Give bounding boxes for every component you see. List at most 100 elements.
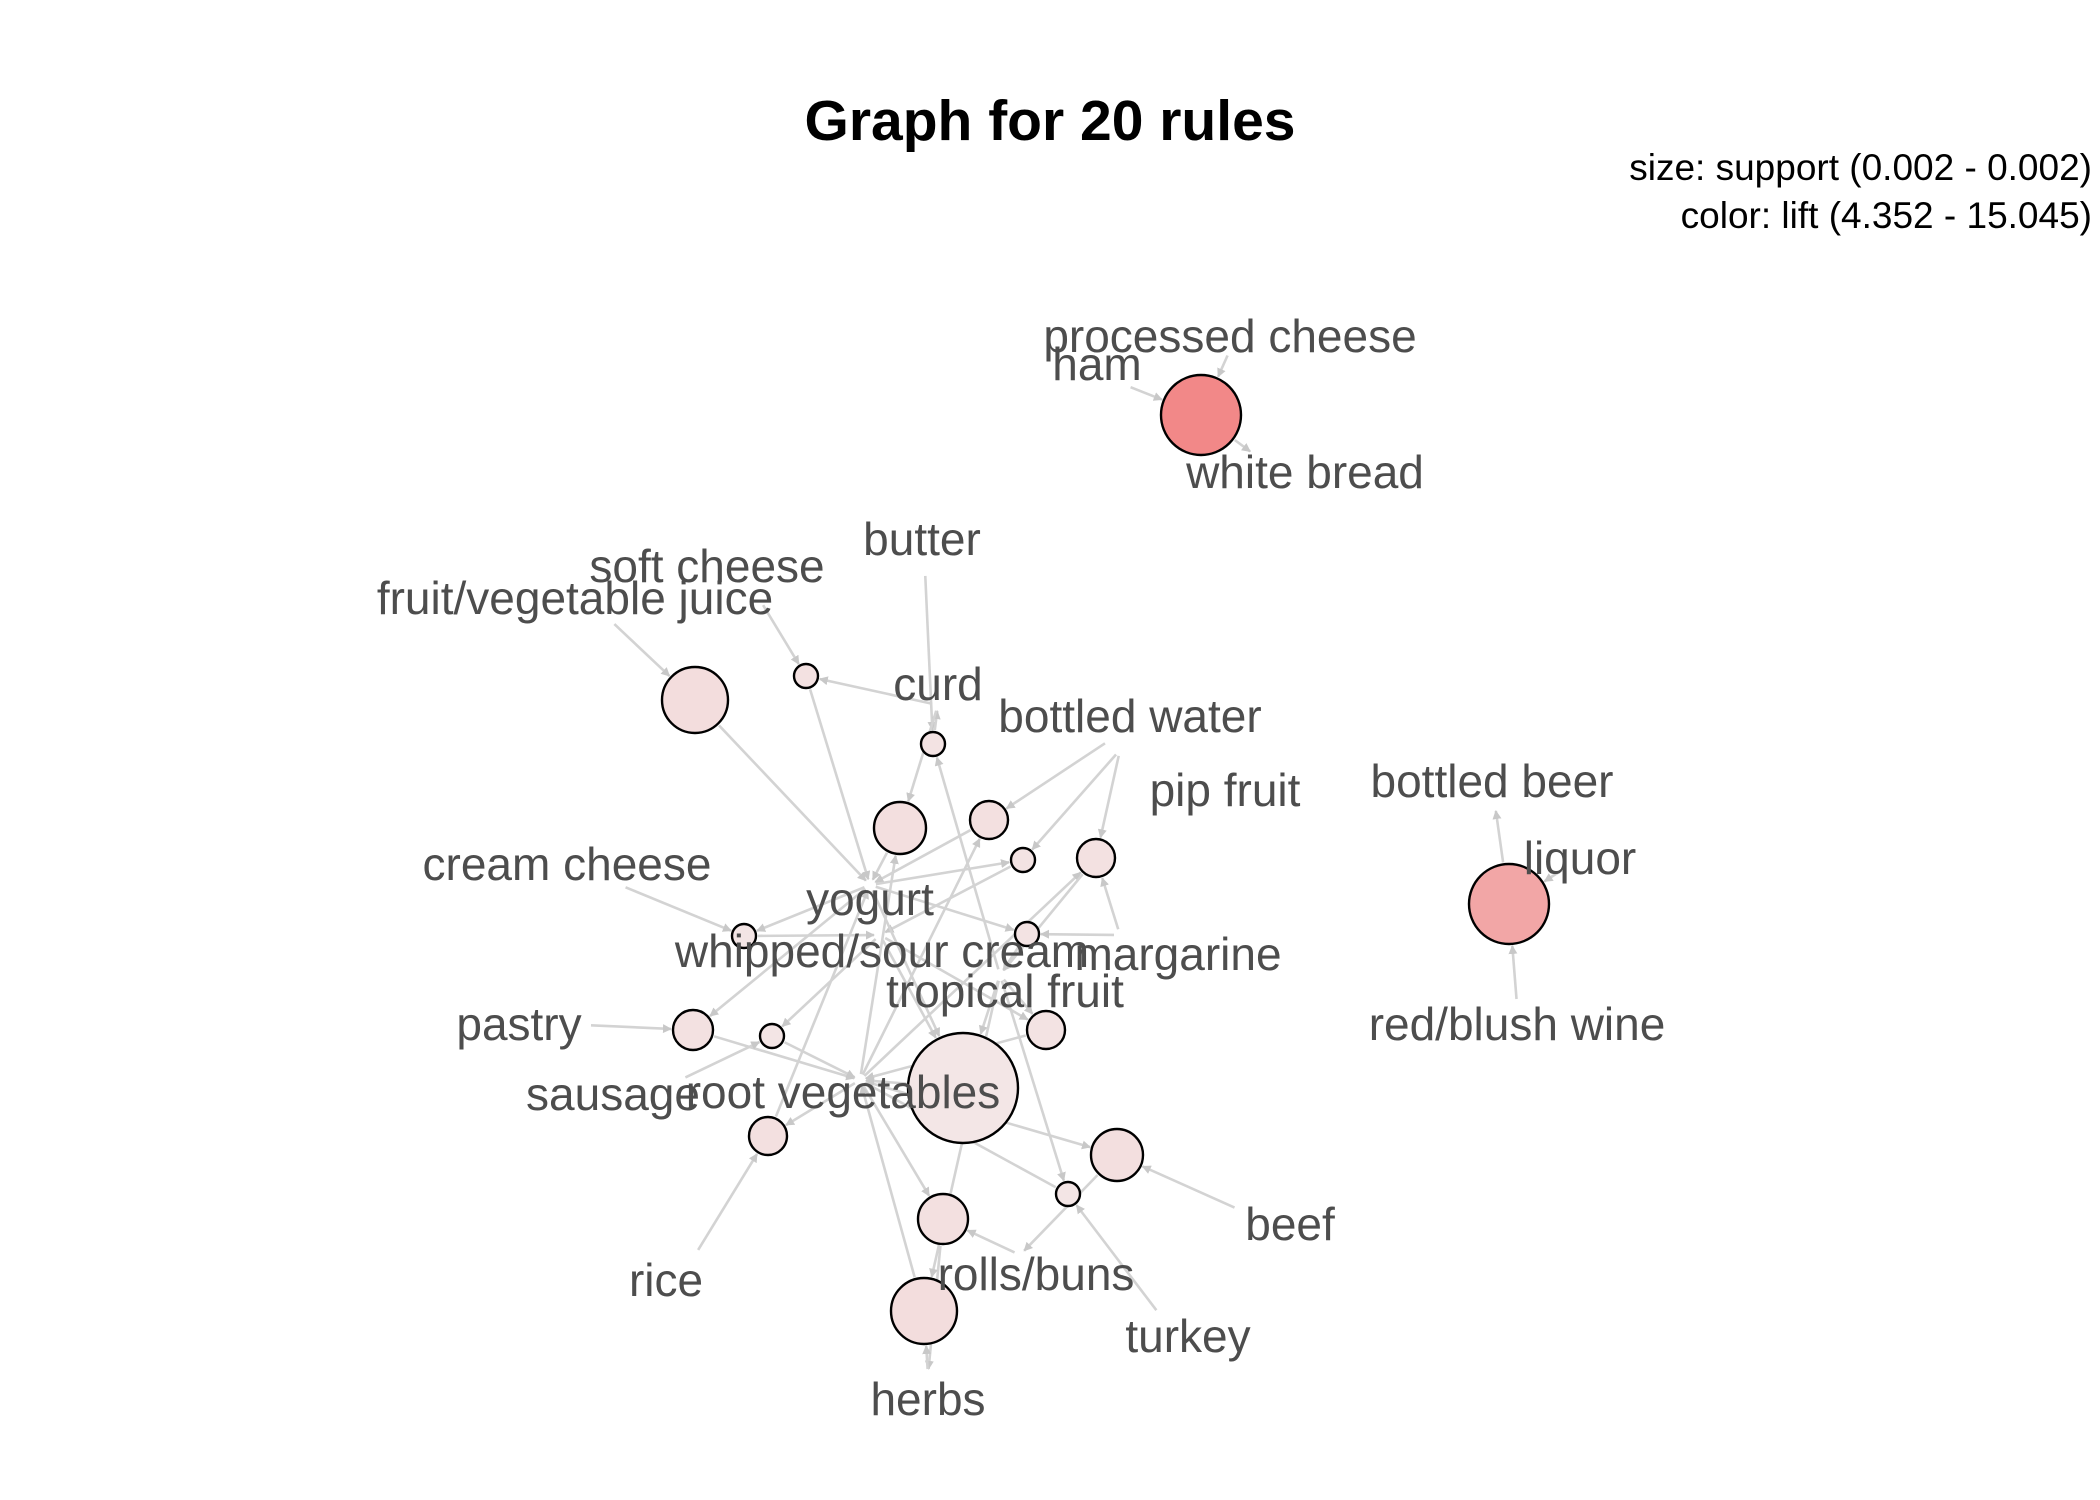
edge-margarine-to-r11 xyxy=(1040,929,1115,939)
rule-node-r9 xyxy=(1075,837,1117,879)
edge-rolls-buns-to-r18 xyxy=(966,1229,1016,1254)
item-label-bottled-water: bottled water xyxy=(998,690,1261,742)
rule-node-r5 xyxy=(919,730,947,758)
edge-yogurt-to-r8 xyxy=(875,859,1011,886)
rule-node-r15 xyxy=(747,1115,789,1157)
edge-bottled-water-to-r7 xyxy=(1005,742,1106,810)
rule-node-r4 xyxy=(792,662,820,690)
item-label-rolls-buns: rolls/buns xyxy=(938,1248,1135,1300)
edge-yogurt-to-r20 xyxy=(871,889,941,1037)
edge-yogurt-to-r12 xyxy=(709,887,867,1018)
legend-color: color: lift (4.352 - 15.045) xyxy=(1681,195,2092,236)
item-label-turkey: turkey xyxy=(1125,1310,1250,1362)
edge-red-blush-wine-to-r2 xyxy=(1508,944,1518,1000)
edge-ham-to-r1 xyxy=(1130,385,1163,401)
item-label-white-bread: white bread xyxy=(1185,446,1424,498)
edge-r9-to-tropical-fruit xyxy=(1002,873,1084,972)
rule-node-r10 xyxy=(730,922,758,950)
edge-yogurt-to-r10 xyxy=(756,886,865,932)
edge-rice-to-r15 xyxy=(697,1153,759,1251)
rule-nodes-layer xyxy=(660,373,1551,1346)
edge-r20-to-root-vegetables xyxy=(865,1076,907,1086)
item-label-whipped-sour-cream: whipped/sour cream xyxy=(674,925,1089,977)
edge-r11-to-tropical-fruit xyxy=(1002,944,1021,971)
edge-r3-to-yogurt xyxy=(718,724,867,882)
edge-beef-to-r16 xyxy=(1141,1165,1236,1209)
edge-r15-to-yogurt xyxy=(774,889,869,1118)
edge-r12-to-root-vegetables xyxy=(713,1035,856,1081)
item-label-butter: butter xyxy=(863,513,981,565)
edge-tropical-fruit-to-r17 xyxy=(1000,980,1066,1182)
rule-node-r12 xyxy=(671,1008,715,1052)
item-label-soft-cheese: soft cheese xyxy=(589,540,824,592)
item-label-yogurt: yogurt xyxy=(806,873,934,925)
edge-tropical-fruit-to-r14 xyxy=(1002,978,1034,1015)
legend-size: size: support (0.002 - 0.002) xyxy=(1629,147,2092,188)
rule-node-r13 xyxy=(758,1022,786,1050)
edge-sausage-to-r13 xyxy=(684,1040,761,1079)
rule-node-r17 xyxy=(1054,1180,1082,1208)
rule-node-r3 xyxy=(660,665,730,735)
edge-butter-to-r5 xyxy=(923,575,937,731)
edge-r8-to-whipped-sour-cream xyxy=(884,865,1012,934)
item-label-root-vegetables: root vegetables xyxy=(686,1066,1001,1118)
item-label-sausage: sausage xyxy=(526,1068,700,1120)
rule-node-r19 xyxy=(889,1276,959,1346)
rule-node-r1 xyxy=(1159,373,1243,457)
edge-turkey-to-r17 xyxy=(1075,1204,1158,1312)
rule-node-r6 xyxy=(872,800,928,856)
edge-pip-fruit-to-r8 xyxy=(1031,753,1118,851)
edge-fruit-vegetable-juice-to-r3 xyxy=(613,623,671,677)
edge-r10-to-whipped-sour-cream xyxy=(757,930,875,940)
edge-r16-to-rolls-buns xyxy=(1023,1174,1099,1252)
edge-whipped-sour-cream-to-r14 xyxy=(884,936,1029,1021)
graph-title: Graph for 20 rules xyxy=(805,89,1296,153)
item-label-fruit-vegetable-juice: fruit/vegetable juice xyxy=(377,572,773,624)
item-label-cream-cheese: cream cheese xyxy=(423,838,712,890)
item-label-tropical-fruit: tropical fruit xyxy=(886,965,1124,1017)
edge-pastry-to-r12 xyxy=(590,1023,672,1034)
item-label-ham: ham xyxy=(1052,338,1141,390)
edge-r7-to-yogurt xyxy=(874,828,972,884)
rule-node-r16 xyxy=(1089,1127,1145,1183)
edge-r4-to-yogurt xyxy=(808,689,871,881)
edge-root-vegetables-to-r18 xyxy=(861,1084,931,1197)
edge-r2-to-bottled-beer xyxy=(1492,810,1505,863)
edge-root-vegetables-to-r15 xyxy=(785,1082,856,1127)
edge-r19-to-root-vegetables xyxy=(859,1084,916,1278)
edge-processed-cheese-to-r1 xyxy=(1216,354,1229,378)
item-label-bottled-beer: bottled beer xyxy=(1371,755,1614,807)
rule-node-r14 xyxy=(1025,1009,1067,1051)
edge-herbs-to-r19 xyxy=(922,1345,932,1370)
edge-liquor-to-r2 xyxy=(1543,867,1566,883)
item-label-pip-fruit: pip fruit xyxy=(1150,764,1301,816)
item-label-beef: beef xyxy=(1245,1198,1335,1250)
item-label-margarine: margarine xyxy=(1074,928,1281,980)
edge-root-vegetables-to-r9 xyxy=(863,871,1082,1077)
edge-tropical-fruit-to-r20 xyxy=(978,980,1000,1035)
rule-node-r2 xyxy=(1467,862,1551,946)
edge-pip-fruit-to-r9 xyxy=(1097,755,1120,839)
edge-margarine-to-r9 xyxy=(1100,877,1120,930)
item-label-pastry: pastry xyxy=(456,998,581,1050)
item-label-curd: curd xyxy=(893,658,982,710)
edge-r13-to-root-vegetables xyxy=(783,1041,856,1079)
rule-node-r11 xyxy=(1013,920,1041,948)
edge-cream-cheese-to-r10 xyxy=(625,886,732,932)
edge-r5-to-curd xyxy=(931,710,941,731)
rule-node-r20 xyxy=(906,1031,1020,1145)
edge-soft-cheese-to-r4 xyxy=(761,604,800,665)
edge-curd-to-r6 xyxy=(906,710,938,803)
edge-whipped-sour-cream-to-r20 xyxy=(881,939,937,1039)
edge-yogurt-to-r11 xyxy=(875,885,1015,932)
item-label-rice: rice xyxy=(629,1254,703,1306)
edge-r1-to-white-bread xyxy=(1233,438,1251,453)
edge-curd-to-r4 xyxy=(818,676,933,705)
rule-node-r18 xyxy=(916,1192,970,1246)
item-label-processed-cheese: processed cheese xyxy=(1043,310,1416,362)
item-label-red-blush-wine: red/blush wine xyxy=(1369,998,1666,1050)
rule-node-r7 xyxy=(968,799,1010,841)
item-label-herbs: herbs xyxy=(870,1373,985,1425)
